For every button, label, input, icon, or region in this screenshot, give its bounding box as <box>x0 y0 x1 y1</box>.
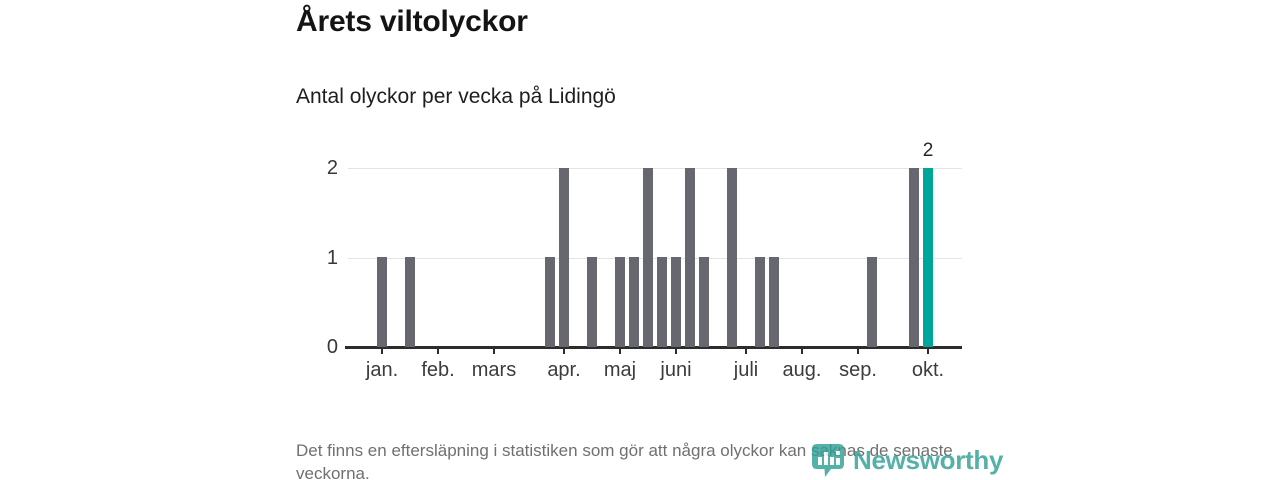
month-tick <box>927 348 929 354</box>
chart-footnote: Det finns en eftersläpning i statistiken… <box>296 441 953 480</box>
bar-week-39 <box>909 168 919 347</box>
month-label-sep: sep. <box>839 359 877 381</box>
bar-week-1 <box>377 257 387 347</box>
month-label-maj: maj <box>603 359 637 381</box>
bar-week-19 <box>629 257 639 347</box>
chart-title: Årets viltolyckor <box>296 5 528 38</box>
month-tick <box>619 348 621 354</box>
month-tick <box>801 348 803 354</box>
y-axis-tick-label: 0 <box>326 336 338 358</box>
month-label-jan: jan. <box>365 359 399 381</box>
month-label-apr: apr. <box>547 359 581 381</box>
month-tick <box>563 348 565 354</box>
y-axis-tick-label: 2 <box>326 157 338 179</box>
x-axis-baseline <box>345 346 962 349</box>
month-tick <box>675 348 677 354</box>
bar-week-29 <box>769 257 779 347</box>
bar-week-18 <box>615 257 625 347</box>
newsworthy-wordmark: Newsworthy <box>853 444 1004 475</box>
bar-week-21 <box>657 257 667 347</box>
bar-week-16 <box>587 257 597 347</box>
bar-week-40 <box>923 168 933 347</box>
month-label-feb: feb. <box>421 359 455 381</box>
gridline-y2 <box>348 168 962 169</box>
month-tick <box>437 348 439 354</box>
bar-week-28 <box>755 257 765 347</box>
month-label-aug: aug. <box>782 359 822 381</box>
bar-week-24 <box>699 257 709 347</box>
month-tick <box>381 348 383 354</box>
bar-week-13 <box>545 257 555 347</box>
bar-week-26 <box>727 168 737 347</box>
month-tick <box>493 348 495 354</box>
bar-week-23 <box>685 168 695 347</box>
gridline-y1 <box>348 258 962 259</box>
bar-week-36 <box>867 257 877 347</box>
month-tick <box>857 348 859 354</box>
newsworthy-marker-chart-icon <box>812 444 844 477</box>
latest-bar-value-label: 2 <box>922 140 934 161</box>
bar-week-3 <box>405 257 415 347</box>
month-tick <box>745 348 747 354</box>
month-label-mars: mars <box>471 359 517 381</box>
month-label-juli: juli <box>733 359 759 381</box>
bar-week-22 <box>671 257 681 347</box>
newsworthy-logo: Newsworthy <box>810 442 1003 478</box>
bar-week-20 <box>643 168 653 347</box>
y-axis-tick-label: 1 <box>326 247 338 269</box>
bar-week-14 <box>559 168 569 347</box>
chart-subtitle: Antal olyckor per vecka på Lidingö <box>296 85 616 108</box>
month-label-okt: okt. <box>911 359 945 381</box>
month-label-juni: juni <box>660 359 692 381</box>
